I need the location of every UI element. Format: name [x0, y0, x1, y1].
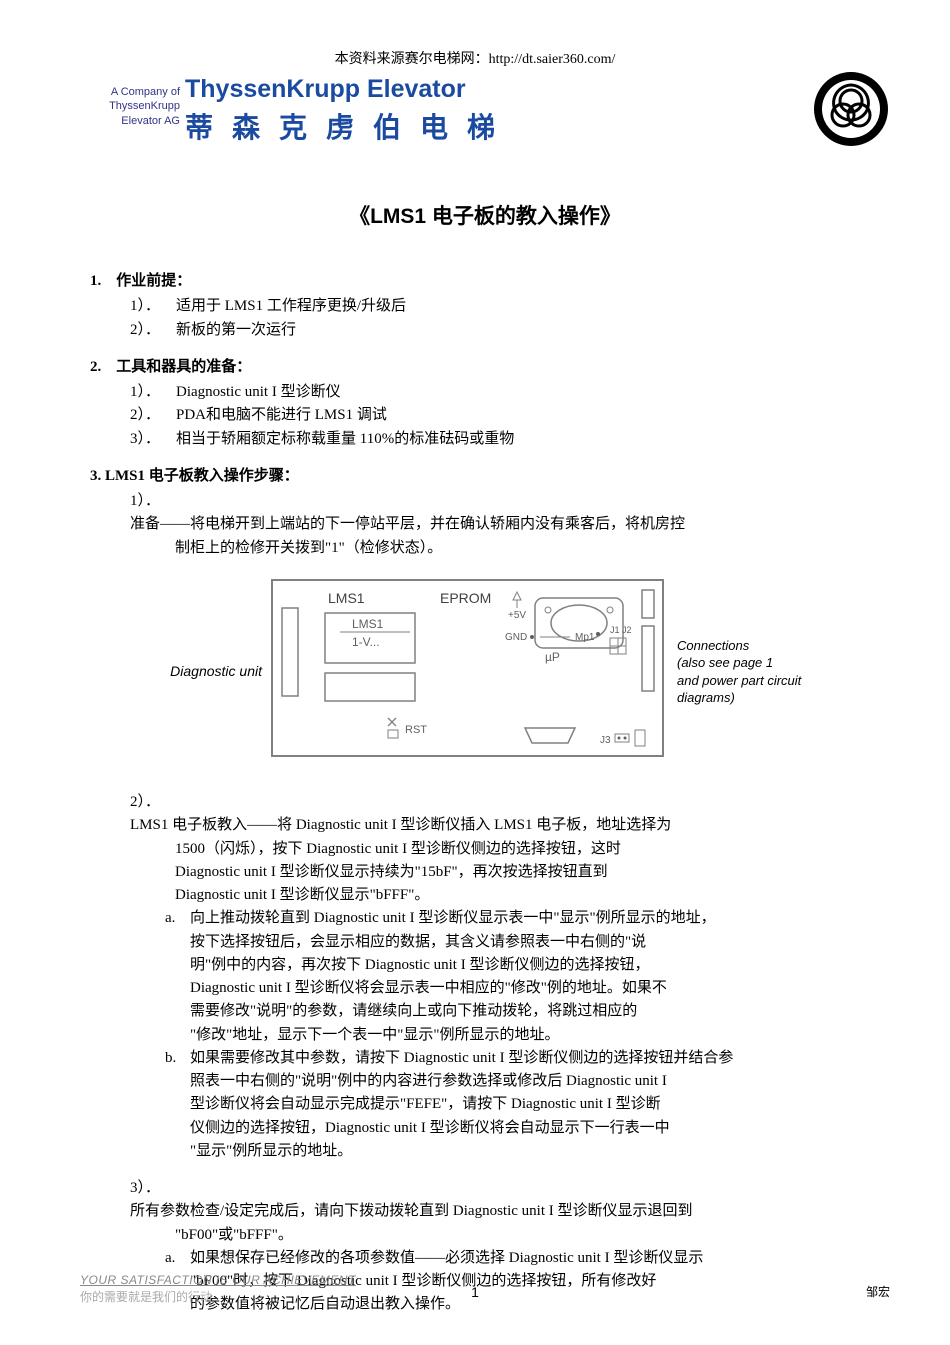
brand-name-cn: 蒂 森 克 虏 伯 电 梯: [185, 106, 501, 146]
company-affiliation: A Company of ThyssenKrupp Elevator AG: [85, 85, 180, 128]
text: 所有参数检查/设定完成后，请向下拨动拨轮直到 Diagnostic unit I…: [130, 1200, 850, 1223]
document-body: 1. 作业前提： 1）．适用于 LMS1 工作程序更换/升级后 2）．新板的第一…: [90, 270, 880, 1317]
sec3-s3a: a.如果想保存已经修改的各项参数值——必须选择 Diagnostic unit …: [165, 1247, 880, 1270]
section-1-head: 1. 作业前提：: [90, 270, 880, 293]
svg-text:J1 J2: J1 J2: [610, 625, 632, 635]
diag-right-l2: (also see page 1: [677, 654, 847, 672]
sec3-s2a-c2: 明"例中的内容，再次按下 Diagnostic unit I 型诊断仪侧边的选择…: [190, 954, 880, 977]
sec3-s2a: a.向上推动拨轮直到 Diagnostic unit I 型诊断仪显示表一中"显…: [165, 907, 880, 930]
svg-text:J3: J3: [600, 735, 611, 746]
svg-text:Mp1: Mp1: [575, 632, 595, 643]
sec3-s2-c2: Diagnostic unit I 型诊断仪显示持续为"15bF"，再次按选择按…: [175, 861, 880, 884]
sec3-s2b-c2: 型诊断仪将会自动显示完成提示"FEFE"，请按下 Diagnostic unit…: [190, 1093, 880, 1116]
board-diagram-row: Diagnostic unit LMS1 LMS1 1-V... EPROM +…: [150, 578, 880, 766]
svg-text:LMS1: LMS1: [352, 617, 384, 631]
slogan-en: YOUR SATISFACTION IS OUR ACHIEVEMENT: [80, 1273, 890, 1287]
source-note: 本资料来源赛尔电梯网：http://dt.saier360.com/: [335, 48, 616, 68]
text: 准备——将电梯开到上端站的下一停站平层，并在确认轿厢内没有乘客后，将机房控: [130, 513, 850, 536]
num: 1）．: [130, 490, 176, 513]
sec3-step2: 2）．LMS1 电子板教入——将 Diagnostic unit I 型诊断仪插…: [130, 791, 880, 838]
sec3-s2b-c1: 照表一中右侧的"说明"例中的内容进行参数选择或修改后 Diagnostic un…: [190, 1070, 880, 1093]
num: 3）．: [130, 428, 176, 451]
page-title: 《LMS1 电子板的教入操作》: [80, 200, 890, 230]
text: 如果想保存已经修改的各项参数值——必须选择 Diagnostic unit I …: [190, 1247, 870, 1270]
text: PDA和电脑不能进行 LMS1 调试: [176, 407, 387, 423]
letter: a.: [165, 907, 190, 930]
svg-text:GND: GND: [505, 632, 527, 643]
text: LMS1 电子板教入——将 Diagnostic unit I 型诊断仪插入 L…: [130, 814, 850, 837]
sec1-item2: 2）．新板的第一次运行: [130, 319, 880, 342]
sec3-s2a-c4: 需要修改"说明"的参数，请继续向上或向下推动拨轮，将跳过相应的: [190, 1000, 880, 1023]
num: 2）．: [130, 404, 176, 427]
sec3-s2-c1: 1500（闪烁），按下 Diagnostic unit I 型诊断仪侧边的选择按…: [175, 838, 880, 861]
sec3-step1: 1）．准备——将电梯开到上端站的下一停站平层，并在确认轿厢内没有乘客后，将机房控: [130, 490, 880, 537]
page-number: 1: [471, 1284, 479, 1300]
sec3-s2b-c3: 仪侧边的选择按钮，Diagnostic unit I 型诊断仪将会自动显示下一行…: [190, 1117, 880, 1140]
num: 1）．: [130, 381, 176, 404]
sec3-s3-cont: "bF00"或"bFFF"。: [175, 1224, 880, 1247]
sec3-s2-c3: Diagnostic unit I 型诊断仪显示"bFFF"。: [175, 884, 880, 907]
text: 如果需要修改其中参数，请按下 Diagnostic unit I 型诊断仪侧边的…: [190, 1047, 870, 1070]
sec3-s2a-c1: 按下选择按钮后，会显示相应的数据，其含义请参照表一中右侧的"说: [190, 931, 880, 954]
section-3-head: 3. LMS1 电子板教入操作步骤：: [90, 465, 880, 488]
brand-name-en: ThyssenKrupp Elevator: [185, 75, 501, 104]
sec3-s2a-c3: Diagnostic unit I 型诊断仪将会显示表一中相应的"修改"例的地址…: [190, 977, 880, 1000]
svg-text:1-V...: 1-V...: [352, 635, 380, 649]
company-line1: A Company of: [85, 85, 180, 99]
sec3-step1-cont: 制柜上的检修开关拨到"1"（检修状态）。: [175, 537, 880, 560]
sec2-item1: 1）．Diagnostic unit I 型诊断仪: [130, 381, 880, 404]
sec2-item2: 2）．PDA和电脑不能进行 LMS1 调试: [130, 404, 880, 427]
text: 向上推动拨轮直到 Diagnostic unit I 型诊断仪显示表一中"显示"…: [190, 907, 870, 930]
svg-text:EPROM: EPROM: [440, 590, 491, 606]
num: 2）．: [130, 319, 176, 342]
sec1-item1: 1）．适用于 LMS1 工作程序更换/升级后: [130, 295, 880, 318]
company-line2: ThyssenKrupp: [85, 99, 180, 113]
company-line3: Elevator AG: [85, 114, 180, 128]
text: 相当于轿厢额定标称载重量 110%的标准砝码或重物: [176, 431, 514, 447]
text: Diagnostic unit I 型诊断仪: [176, 384, 341, 400]
brand-block: ThyssenKrupp Elevator 蒂 森 克 虏 伯 电 梯: [185, 75, 501, 146]
slogan-cn: 你的需要就是我们的行动: [80, 1288, 890, 1305]
num: 1）．: [130, 295, 176, 318]
page-footer: YOUR SATISFACTION IS OUR ACHIEVEMENT 你的需…: [80, 1273, 890, 1305]
diag-right-l4: diagrams): [677, 689, 847, 707]
num: 2）．: [130, 791, 176, 814]
diagram-right-label: Connections (also see page 1 and power p…: [677, 637, 847, 707]
sec3-step3: 3）．所有参数检查/设定完成后，请向下拨动拨轮直到 Diagnostic uni…: [130, 1177, 880, 1224]
diag-right-l3: and power part circuit: [677, 672, 847, 690]
author-name: 邹宏: [866, 1283, 890, 1300]
svg-text:µP: µP: [545, 650, 560, 664]
sec3-s2b: b.如果需要修改其中参数，请按下 Diagnostic unit I 型诊断仪侧…: [165, 1047, 880, 1070]
num: 3）．: [130, 1177, 176, 1200]
letter: b.: [165, 1047, 190, 1070]
diagram-left-label: Diagnostic unit: [150, 661, 270, 683]
sec3-s2b-c4: "显示"例所显示的地址。: [190, 1140, 880, 1163]
company-logo: [812, 70, 890, 153]
text: 适用于 LMS1 工作程序更换/升级后: [176, 298, 406, 314]
board-diagram: LMS1 LMS1 1-V... EPROM +5V GND: [270, 578, 665, 766]
svg-text:+5V: +5V: [508, 610, 526, 621]
document-header: A Company of ThyssenKrupp Elevator AG Th…: [80, 70, 890, 160]
text: 新板的第一次运行: [176, 322, 296, 338]
diag-right-l1: Connections: [677, 637, 847, 655]
svg-text:RST: RST: [405, 724, 427, 736]
sec3-s2a-c5: "修改"地址，显示下一个表一中"显示"例所显示的地址。: [190, 1024, 880, 1047]
sec2-item3: 3）．相当于轿厢额定标称载重量 110%的标准砝码或重物: [130, 428, 880, 451]
letter: a.: [165, 1247, 190, 1270]
lbl-lms1: LMS1: [328, 590, 365, 606]
section-2-head: 2. 工具和器具的准备：: [90, 356, 880, 379]
